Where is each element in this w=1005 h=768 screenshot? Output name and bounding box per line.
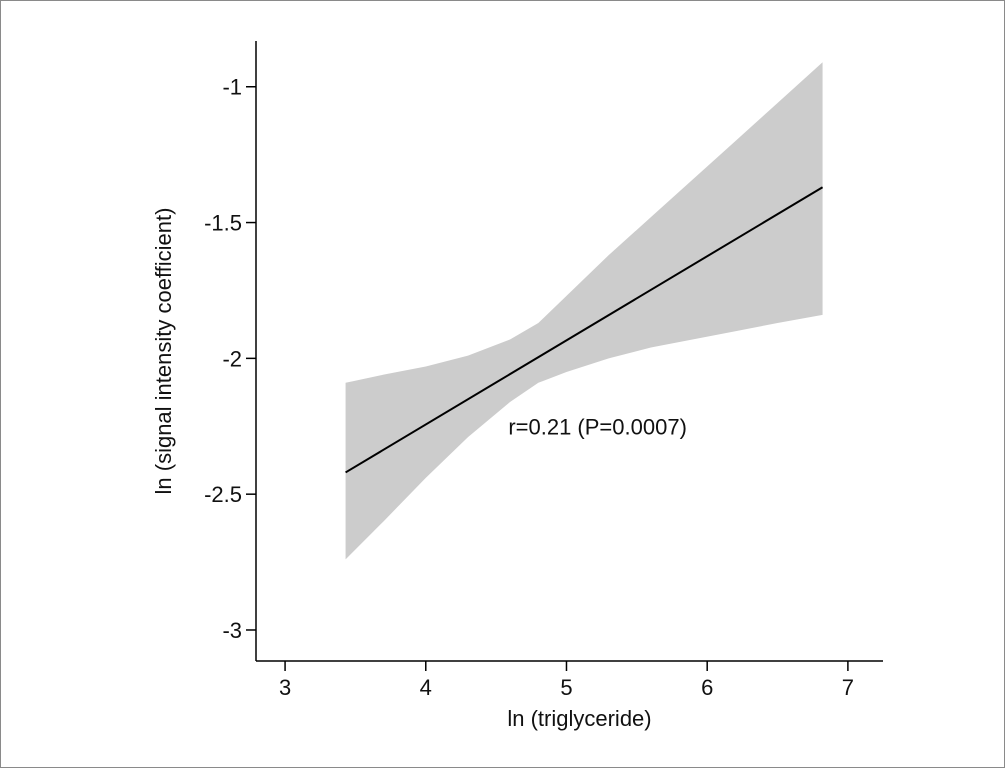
confidence-band-layer (345, 62, 823, 560)
y-axis-title: ln (signal intensity coefficient) (151, 208, 176, 495)
fit-line (345, 186, 824, 474)
axes (255, 41, 883, 662)
y-tick-label: -2 (222, 346, 242, 371)
y-tick-label: -1 (222, 75, 242, 100)
x-tick-label: 3 (279, 675, 291, 700)
ticks: 3 4 5 6 7 -1 -1.5 -2 -2.5 -3 (204, 75, 854, 700)
y-tick-label: -1.5 (204, 211, 242, 236)
x-tick-label: 7 (842, 675, 854, 700)
y-tick-label: -3 (222, 618, 242, 643)
correlation-annotation: r=0.21 (P=0.0007) (508, 414, 687, 439)
x-tick-label: 6 (701, 675, 713, 700)
x-tick-label: 5 (560, 675, 572, 700)
fit-line-layer (345, 186, 824, 474)
x-axis-title: ln (triglyceride) (507, 706, 651, 731)
x-tick-label: 4 (420, 675, 432, 700)
y-tick-label: -2.5 (204, 482, 242, 507)
confidence-band (345, 62, 823, 560)
